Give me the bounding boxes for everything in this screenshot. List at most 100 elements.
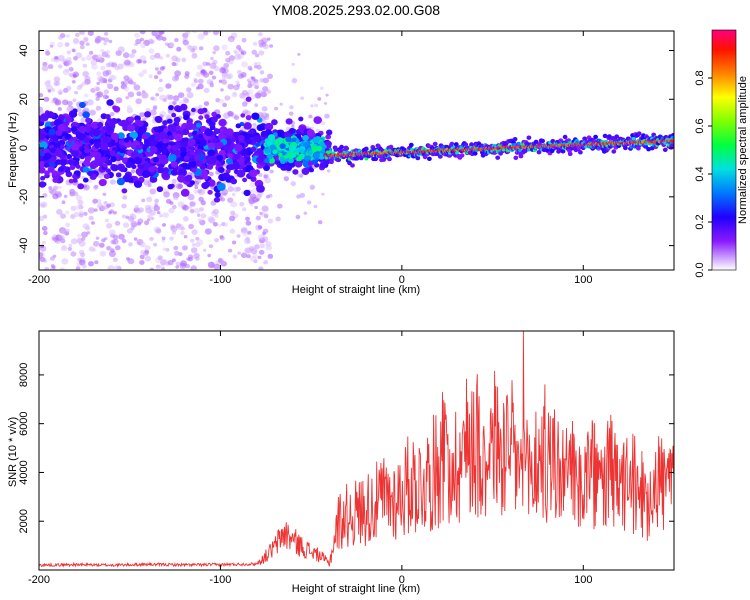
spectrogram-cell xyxy=(325,93,329,97)
spectrogram-cell xyxy=(74,91,78,95)
spectrogram-cell xyxy=(52,193,59,200)
spectrogram-cell xyxy=(265,194,270,199)
spectrogram-cell xyxy=(133,180,143,188)
spectrogram-cell xyxy=(184,175,192,182)
spectrogram-cell xyxy=(472,151,478,156)
spectrogram-cell xyxy=(108,39,113,44)
spectrogram-cell xyxy=(113,86,119,92)
spectrogram-cell xyxy=(170,225,178,232)
spectrogram-cell xyxy=(106,126,113,132)
spectrogram-cell xyxy=(174,250,180,256)
spectrogram-cell xyxy=(193,78,198,82)
spectrogram-cell xyxy=(186,87,192,93)
spectrogram-cell xyxy=(388,144,394,150)
spectrogram-cell xyxy=(180,226,185,231)
spectrogram-cell xyxy=(172,194,179,201)
spectrogram-cell xyxy=(144,220,150,226)
spectrogram-cell xyxy=(188,223,195,230)
spectrogram-cell xyxy=(51,170,58,176)
spectrogram-cell xyxy=(135,98,142,105)
spectrogram-cell xyxy=(252,41,258,46)
spectrogram-cell xyxy=(255,142,261,147)
spectrogram-cell xyxy=(88,261,94,267)
spectrogram-cell xyxy=(214,128,221,135)
spectrogram-cell xyxy=(71,150,79,158)
spectrogram-cell xyxy=(174,37,179,43)
snr-y-tick-label: 8000 xyxy=(18,363,30,387)
snr-y-ticks: 2000 4000 6000 8000 xyxy=(18,363,674,533)
spectrogram-cell xyxy=(162,138,168,144)
spectrogram-cell xyxy=(325,134,332,140)
spectrogram-cell xyxy=(40,244,45,249)
spectrogram-cell xyxy=(173,133,183,142)
spectrogram-cell xyxy=(153,126,160,133)
spectrogram-cell xyxy=(279,156,285,161)
spectrogram-cell xyxy=(162,212,169,219)
spectrogram-cell xyxy=(110,132,119,141)
spectrogram-cell xyxy=(98,179,107,187)
spectrogram-cell xyxy=(258,154,265,160)
spectrogram-cell xyxy=(290,181,297,187)
spectrogram-cell xyxy=(258,39,264,45)
spectrogram-cell xyxy=(252,122,257,127)
spectrogram-cell xyxy=(122,195,128,200)
spectrogram-cell xyxy=(82,166,90,173)
spectrogram-cell xyxy=(262,86,269,92)
spectrogram-cell xyxy=(183,155,190,161)
spectrogram-cell xyxy=(209,62,217,69)
spectrogram-cell xyxy=(249,169,258,178)
spectrogram-cell xyxy=(263,260,268,265)
spectrogram-cell xyxy=(120,81,125,85)
spectrogram-cell xyxy=(267,153,273,160)
spectrogram-cell xyxy=(198,46,204,51)
spectrogram-cell xyxy=(171,61,177,67)
spectrogram-x-tick-label: -100 xyxy=(209,274,231,286)
spectrogram-cell xyxy=(100,156,107,162)
spectrogram-cell xyxy=(88,246,95,252)
spectrogram-cell xyxy=(141,198,146,203)
spectrogram-cell xyxy=(131,49,137,54)
spectrogram-cell xyxy=(194,185,199,190)
spectrogram-cell xyxy=(41,226,48,231)
spectrogram-cell xyxy=(68,67,74,72)
spectrogram-cell xyxy=(227,197,234,203)
spectrogram-cell xyxy=(142,170,151,178)
spectrogram-cell xyxy=(180,188,190,197)
spectrogram-cell xyxy=(210,56,214,61)
spectrogram-cell xyxy=(95,54,103,61)
spectrogram-cell xyxy=(71,48,76,53)
spectrogram-cell xyxy=(560,149,566,154)
spectrogram-cell xyxy=(63,194,68,199)
spectrogram-cell xyxy=(261,205,269,212)
spectrogram-cell xyxy=(231,162,240,170)
spectrogram-cell xyxy=(227,83,234,90)
spectrogram-cell xyxy=(308,167,314,173)
spectrogram-cell xyxy=(202,61,208,67)
spectrogram-cell xyxy=(526,135,532,140)
spectrogram-cell xyxy=(230,201,238,208)
spectrogram-cell xyxy=(267,253,274,259)
spectrogram-cell xyxy=(193,154,200,160)
spectrogram-cell xyxy=(449,141,455,147)
spectrogram-cell xyxy=(208,244,214,249)
spectrogram-cell xyxy=(171,178,177,184)
spectrogram-cell xyxy=(73,56,78,61)
spectrogram-cell xyxy=(255,194,262,200)
spectrogram-cell xyxy=(182,128,190,136)
spectrogram-cell xyxy=(212,31,220,36)
spectrogram-cell xyxy=(142,69,148,74)
spectrogram-cell xyxy=(65,85,72,91)
spectrogram-cell xyxy=(59,159,67,166)
spectrogram-cell xyxy=(279,143,286,150)
spectrogram-cell xyxy=(196,139,202,145)
spectrogram-cell xyxy=(230,210,236,216)
spectrogram-cell xyxy=(78,240,86,247)
spectrogram-cell xyxy=(213,263,221,270)
spectrogram-cell xyxy=(85,117,92,124)
spectrogram-cell xyxy=(197,83,204,90)
spectrogram-cell xyxy=(253,62,258,66)
spectrogram-cell xyxy=(235,80,240,85)
snr-panel: -200 -100 0 100 2000 4000 6000 8000 Height of … xyxy=(7,330,675,595)
spectrogram-cell xyxy=(288,111,294,116)
spectrogram-cell xyxy=(102,94,108,99)
